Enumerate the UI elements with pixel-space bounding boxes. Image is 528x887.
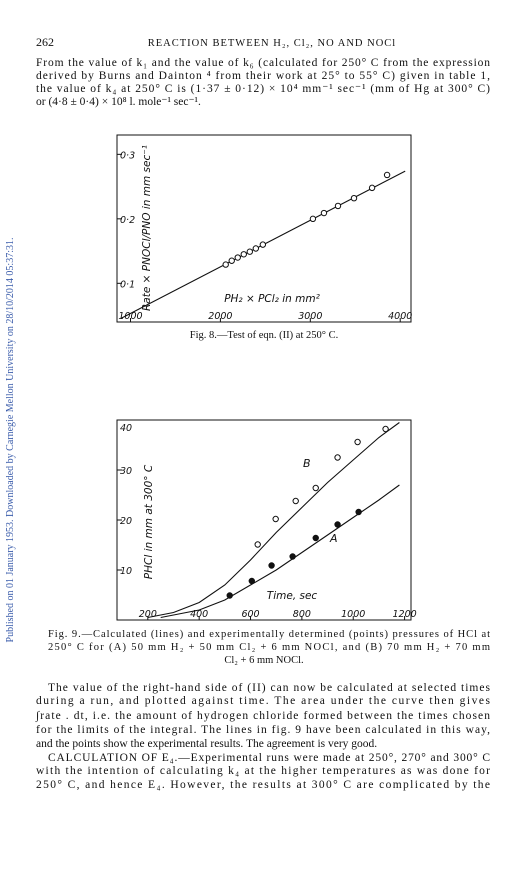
data-point	[312, 484, 319, 492]
y-tick-label: 0·1	[120, 279, 135, 290]
x-tick-label: 800	[293, 609, 311, 620]
paragraph-line: the value of k₄ at 250° C is (1·37 ± 0·1…	[36, 83, 490, 95]
figure-caption: Cl₂ + 6 mm NOCl.	[224, 655, 303, 666]
x-tick-label: 1000	[341, 609, 365, 620]
body-line: for the limits of the integral. The line…	[36, 724, 490, 736]
x-tick-label: 1200	[392, 609, 416, 620]
data-point	[228, 257, 235, 264]
data-point	[248, 577, 256, 585]
data-point	[234, 254, 241, 261]
y-tick-label: 10	[120, 566, 132, 577]
running-title: REACTION BETWEEN H₂, Cl₂, NO AND NOCl	[148, 38, 396, 49]
data-point	[240, 251, 247, 258]
data-point	[222, 261, 229, 268]
data-point	[272, 515, 279, 523]
figure-caption: Fig. 9.—Calculated (lines) and experimen…	[48, 629, 490, 640]
body-line: ∫rate . dt, i.e. the amount of hydrogen …	[35, 710, 490, 722]
y-axis-label: PHCl in mm at 300° C	[143, 464, 155, 579]
data-point	[354, 438, 361, 446]
x-axis-label: PH₂ × PCl₂ in mm²	[224, 293, 320, 305]
data-point	[246, 248, 253, 255]
data-point	[289, 553, 296, 560]
data-point	[226, 592, 233, 599]
x-tick-label: 4000	[388, 311, 412, 322]
data-point	[334, 454, 341, 461]
figure-caption: 250° C for (A) 50 mm H₂ + 50 mm Cl₂ + 6 …	[48, 642, 490, 653]
y-axis-label: Rate × PNOCl/PNO in mm sec⁻¹	[141, 145, 153, 311]
body-line: and the points show the experimental res…	[36, 738, 377, 750]
x-tick-label: 600	[241, 609, 259, 620]
fit-line	[160, 484, 400, 619]
side-note: Published on 01 January 1953. Downloaded…	[5, 238, 16, 643]
body-line: The value of the right-hand side of (II)…	[48, 682, 491, 694]
body-line: during a run, and plotted against time. …	[36, 695, 491, 707]
data-point	[268, 562, 275, 569]
data-point	[309, 215, 317, 223]
data-point	[252, 245, 260, 252]
body-line: CALCULATION OF E₄.—Experimental runs wer…	[48, 752, 490, 764]
data-point	[259, 241, 267, 248]
data-point	[383, 171, 391, 179]
paragraph-line: or (4·8 ± 0·4) × 10⁸ l. mole⁻¹ sec⁻¹.	[36, 96, 201, 108]
data-point	[312, 534, 319, 542]
fit-line	[147, 422, 400, 619]
x-tick-label: 200	[139, 609, 157, 620]
data-point	[254, 541, 261, 548]
data-point	[320, 209, 328, 217]
y-tick-label: 40	[120, 423, 132, 434]
data-point	[334, 202, 342, 210]
data-point	[368, 184, 376, 192]
x-tick-label: 400	[190, 609, 208, 620]
plot-frame	[116, 134, 412, 323]
data-point	[334, 521, 341, 528]
x-tick-label: 3000	[298, 311, 322, 322]
x-axis-label: Time, sec	[267, 590, 318, 602]
y-tick-label: 0·3	[120, 150, 135, 161]
body-line: with the intention of calculating k₄ at …	[36, 765, 490, 777]
paragraph-line: derived by Burns and Dainton ⁴ from thei…	[36, 70, 490, 82]
curve-label: B	[303, 457, 311, 470]
x-tick-label: 2000	[208, 311, 232, 322]
y-tick-label: 0·2	[120, 215, 135, 226]
figure-caption: Fig. 8.—Test of eqn. (II) at 250° C.	[190, 330, 338, 341]
page-number: 262	[36, 35, 54, 49]
data-point	[355, 508, 362, 516]
curve-label: A	[329, 532, 338, 545]
data-point	[382, 425, 389, 433]
data-point	[292, 497, 299, 505]
y-tick-label: 30	[120, 466, 132, 477]
data-point	[350, 194, 358, 202]
paragraph-line: From the value of k₁ and the value of k₆…	[36, 57, 490, 69]
x-tick-label: 1000	[118, 311, 142, 322]
y-tick-label: 20	[120, 516, 132, 527]
